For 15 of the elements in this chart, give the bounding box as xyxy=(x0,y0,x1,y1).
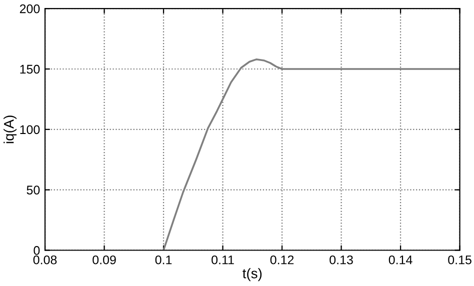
y-tick-label: 0 xyxy=(34,246,40,255)
y-axis-title: iq(A) xyxy=(4,116,17,144)
x-tick-label: 0.13 xyxy=(330,255,353,264)
y-tick-label: 50 xyxy=(26,186,40,194)
x-axis-title: t(s) xyxy=(242,268,262,282)
x-tick-label: 0.15 xyxy=(448,255,472,264)
x-tick-label: 0.1 xyxy=(155,255,172,264)
y-tick-label: 150 xyxy=(20,64,40,74)
y-tick-label: 100 xyxy=(20,125,40,134)
x-tick-label: 0.08 xyxy=(33,255,57,264)
x-tick-label: 0.14 xyxy=(388,255,412,264)
x-tick-label: 0.12 xyxy=(270,255,294,264)
y-tick-label: 200 xyxy=(20,4,40,14)
x-tick-label: 0.11 xyxy=(212,255,234,264)
x-tick-label: 0.09 xyxy=(92,255,116,264)
